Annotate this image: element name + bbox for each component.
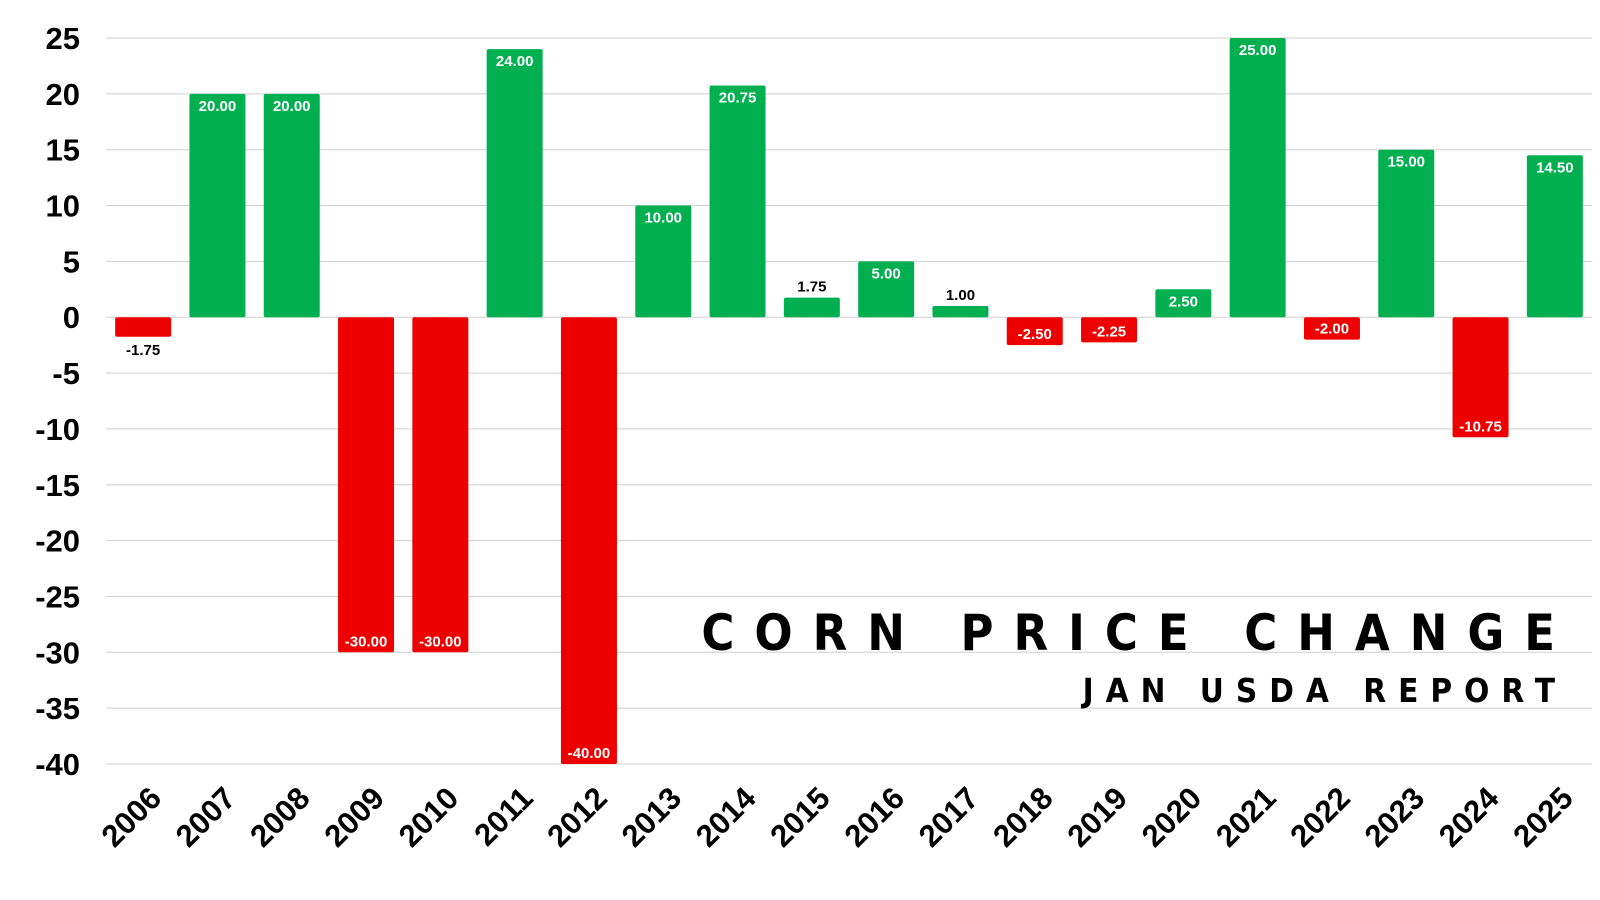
data-label: 24.00 <box>496 53 534 70</box>
bar-2019 <box>1081 317 1138 343</box>
bar-2025 <box>1526 155 1583 318</box>
bar-2022 <box>1303 317 1360 340</box>
bars <box>115 38 1583 764</box>
data-label: 15.00 <box>1387 154 1425 171</box>
y-tick-label: -15 <box>35 468 80 503</box>
bar-2012 <box>560 317 617 764</box>
bar-2011 <box>486 49 543 318</box>
y-tick-label: 25 <box>46 21 80 56</box>
bar-2008 <box>263 93 320 318</box>
bar-2024 <box>1452 317 1509 438</box>
bar-2023 <box>1378 149 1435 318</box>
y-tick-label: -30 <box>35 635 80 670</box>
x-tick-label: 2012 <box>540 780 614 854</box>
bar-2016 <box>858 261 915 318</box>
data-label: 2.50 <box>1169 293 1198 310</box>
bar-2009 <box>338 317 395 653</box>
bar-2007 <box>189 93 246 318</box>
bar-2013 <box>635 205 692 318</box>
x-axis-ticks: 2006 2007 2008 2009 2010 2011 2012 2013 2014 2015… <box>95 780 1580 854</box>
data-label: -2.00 <box>1315 321 1349 338</box>
data-label: 20.00 <box>199 98 237 115</box>
x-tick-label: 2022 <box>1283 780 1357 854</box>
x-tick-label: 2006 <box>95 780 169 854</box>
x-tick-label: 2013 <box>615 780 689 854</box>
x-tick-label: 2023 <box>1358 780 1432 854</box>
data-label: 14.50 <box>1536 159 1574 176</box>
data-label: -30.00 <box>419 633 462 650</box>
x-tick-label: 2015 <box>763 780 837 854</box>
data-label: -2.50 <box>1018 326 1052 343</box>
y-tick-label: 5 <box>63 244 80 279</box>
bar-2020 <box>1155 289 1212 318</box>
x-tick-label: 2008 <box>243 780 317 854</box>
data-label: -30.00 <box>345 633 388 650</box>
data-label: 20.75 <box>719 89 757 106</box>
data-label: 20.00 <box>273 98 311 115</box>
x-tick-label: 2017 <box>912 780 986 854</box>
bar-2006 <box>115 317 172 337</box>
chart-subtitle: JAN USDA REPORT <box>1082 671 1567 710</box>
x-tick-label: 2014 <box>689 780 763 854</box>
x-tick-label: 2016 <box>838 780 912 854</box>
y-tick-label: 0 <box>63 300 80 335</box>
x-tick-label: 2021 <box>1209 780 1283 854</box>
y-tick-label: 15 <box>46 133 80 168</box>
x-tick-label: 2019 <box>1060 780 1134 854</box>
bar-2014 <box>709 85 766 318</box>
y-tick-label: -10 <box>35 412 80 447</box>
y-tick-label: -35 <box>35 691 80 726</box>
data-label: 1.75 <box>797 279 826 296</box>
x-tick-label: 2007 <box>169 780 243 854</box>
data-label: -10.75 <box>1459 418 1502 435</box>
y-tick-label: -20 <box>35 524 80 559</box>
bar-2018 <box>1006 317 1063 346</box>
y-axis-ticks: 25 20 15 10 5 0 -5 -10 -15 -20 -25 -30 -35 -40 <box>35 21 80 782</box>
bar-2021 <box>1229 38 1286 318</box>
x-tick-label: 2009 <box>317 780 391 854</box>
x-tick-label: 2010 <box>392 780 466 854</box>
x-tick-label: 2020 <box>1135 780 1209 854</box>
y-tick-label: 20 <box>46 77 80 112</box>
data-label: 25.00 <box>1239 42 1277 59</box>
y-tick-label: -25 <box>35 579 80 614</box>
title-block: CORN PRICE CHANGE JAN USDA REPORT <box>701 603 1555 711</box>
bar-2010 <box>412 317 469 653</box>
x-tick-label: 2011 <box>467 780 539 852</box>
data-labels: -1.75 20.00 20.00 -30.00 -30.00 24.00 -40.00 10… <box>126 42 1574 762</box>
data-label: 5.00 <box>872 265 901 282</box>
bar-2017 <box>932 306 989 318</box>
data-label: -1.75 <box>126 342 160 359</box>
data-label: 1.00 <box>946 287 975 304</box>
data-label: 10.00 <box>644 210 682 227</box>
data-label: -40.00 <box>568 745 611 762</box>
chart-title: CORN PRICE CHANGE <box>701 604 1575 662</box>
data-label: -2.25 <box>1092 323 1126 340</box>
y-tick-label: 10 <box>46 189 80 224</box>
bar-2015 <box>783 297 840 318</box>
x-tick-label: 2018 <box>986 780 1060 854</box>
x-tick-label: 2025 <box>1506 780 1580 854</box>
y-tick-label: -40 <box>35 747 80 782</box>
y-tick-label: -5 <box>52 356 80 391</box>
x-tick-label: 2024 <box>1432 780 1506 854</box>
